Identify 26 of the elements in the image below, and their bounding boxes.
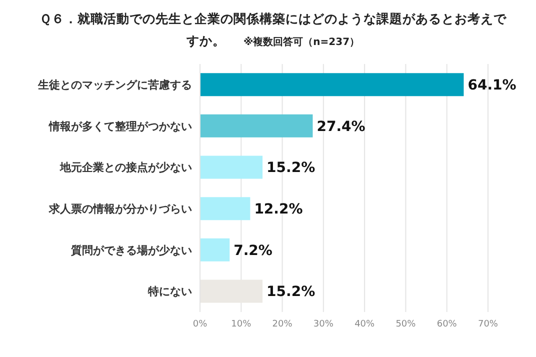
x-tick-label: 50% [396,319,416,330]
data-label: 12.2% [254,202,303,218]
data-label: 64.1% [468,78,516,94]
y-tick-label: 求人票の情報が分かりづらい [48,202,192,216]
bar [200,156,263,179]
x-tick-label: 60% [436,319,458,330]
x-tick-label: 10% [231,319,252,330]
y-tick-label: 生徒とのマッチングに苦慮する [37,78,192,92]
data-label: 7.2% [234,242,272,259]
x-tick-label: 20% [272,319,293,330]
x-tick-label: 70% [478,319,498,330]
chart-subtitle: ※複数回答可（n=237） [243,37,360,48]
y-tick-label: 情報が多くて整理がつかない [48,120,192,133]
y-tick-label: 地元企業との接点が少ない [59,161,192,174]
x-tick-label: 30% [313,319,334,330]
bar [200,73,464,96]
x-tick-label: 0% [192,319,208,330]
bar [200,238,230,262]
data-label: 27.4% [316,118,366,135]
data-label: 15.2% [266,284,316,300]
y-tick-label: 特にない [147,285,192,298]
bar [200,197,250,220]
y-tick-label: 質問ができる場が少ない [70,244,192,257]
x-tick-label: 40% [354,319,376,330]
data-label: 15.2% [266,160,316,176]
bar [200,114,313,138]
